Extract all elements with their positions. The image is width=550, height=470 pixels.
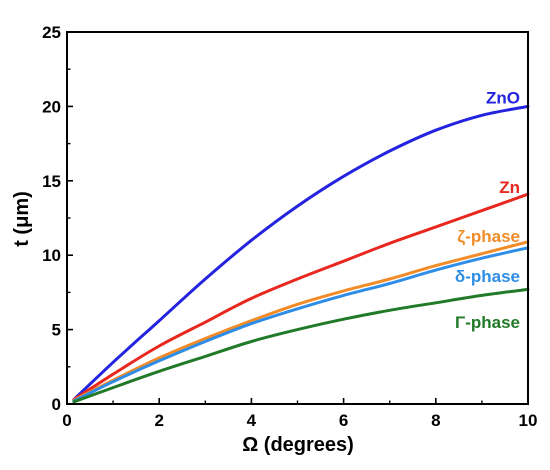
y-tick-label-3: 15 xyxy=(42,172,61,191)
tick-marks-and-labels: 0 2 4 6 8 10 0 5 10 15 20 25 xyxy=(42,23,537,430)
x-tick-label-2: 4 xyxy=(247,411,257,430)
series-line-0 xyxy=(72,104,530,401)
x-tick-label-4: 8 xyxy=(431,411,440,430)
series-line-1 xyxy=(72,192,530,401)
y-axis-label: t (μm) xyxy=(11,191,33,247)
series-label-0: ZnO xyxy=(486,88,520,107)
x-tick-label-0: 0 xyxy=(62,411,71,430)
series-labels: ZnO Zn ζ-phase δ-phase Γ-phase xyxy=(455,88,520,332)
series-label-2: ζ-phase xyxy=(457,227,520,246)
series-lines xyxy=(72,104,530,404)
series-line-3 xyxy=(72,246,530,403)
series-label-3: δ-phase xyxy=(455,267,520,286)
x-axis-label: Ω (degrees) xyxy=(242,434,354,456)
x-tick-label-5: 10 xyxy=(519,411,538,430)
y-tick-label-0: 0 xyxy=(52,395,61,414)
series-line-2 xyxy=(72,240,530,402)
series-label-1: Zn xyxy=(499,178,520,197)
series-label-4: Γ-phase xyxy=(455,313,520,332)
x-tick-label-3: 6 xyxy=(339,411,348,430)
y-tick-label-4: 20 xyxy=(42,97,61,116)
series-line-4 xyxy=(72,287,530,404)
y-tick-label-2: 10 xyxy=(42,246,61,265)
y-tick-label-5: 25 xyxy=(42,23,61,42)
y-tick-label-1: 5 xyxy=(52,321,61,340)
x-tick-label-1: 2 xyxy=(154,411,163,430)
